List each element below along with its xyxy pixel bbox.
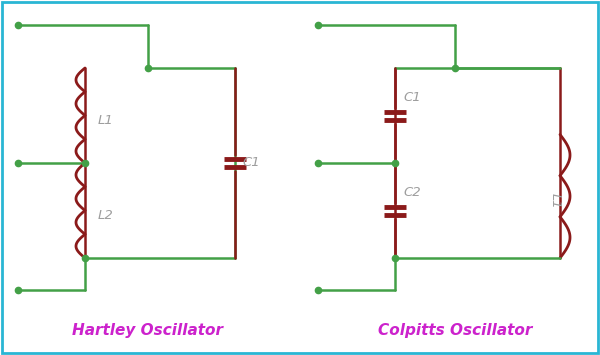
Text: C2: C2 [403,186,421,199]
Text: Colpitts Oscillator: Colpitts Oscillator [378,322,532,338]
Text: L1: L1 [98,114,114,127]
Text: Hartley Oscillator: Hartley Oscillator [73,322,223,338]
Text: C1: C1 [403,91,421,104]
Text: C1: C1 [242,157,260,169]
Text: L1: L1 [548,193,562,209]
Text: L2: L2 [98,209,114,222]
